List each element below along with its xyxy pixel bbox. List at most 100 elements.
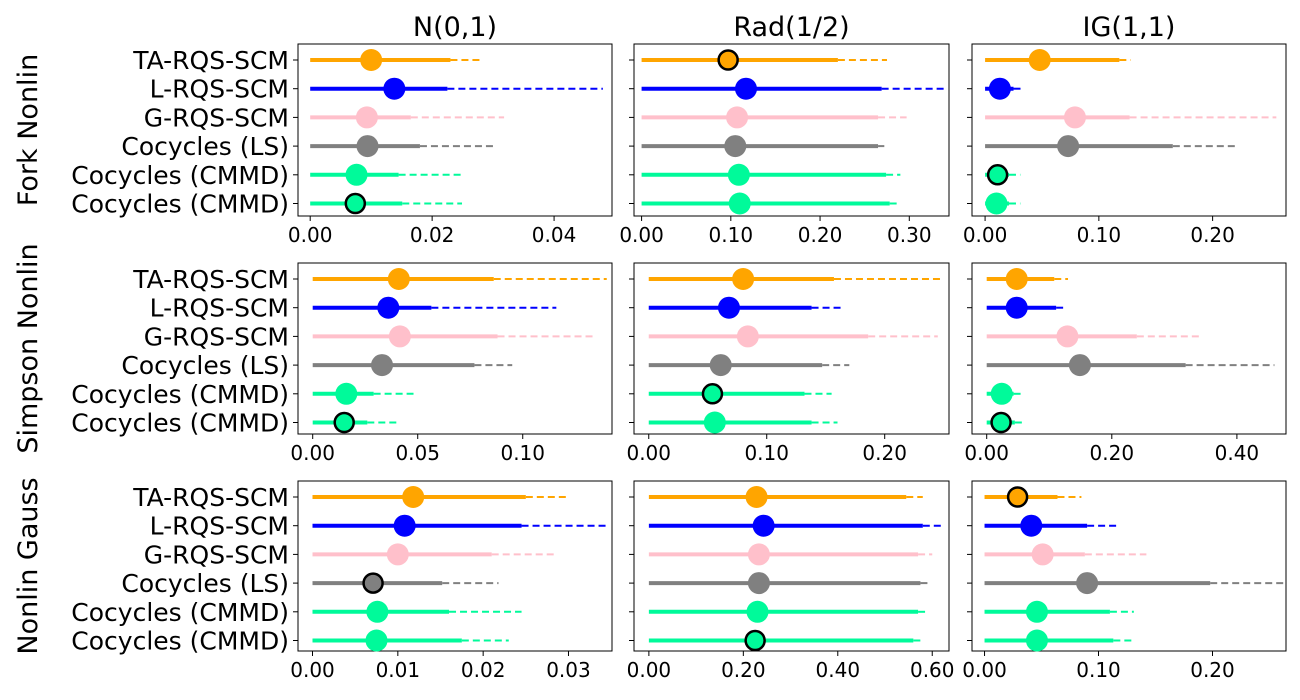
- point-estimate: [736, 325, 759, 348]
- method-label: Cocycles (LS): [121, 569, 289, 598]
- point-estimate-highlighted: [344, 192, 367, 215]
- point-estimate: [1057, 135, 1080, 158]
- point-estimate: [703, 411, 726, 434]
- point-estimate: [1031, 543, 1054, 566]
- point-estimate: [1005, 296, 1028, 319]
- method-label: G-RQS-SCM: [144, 103, 289, 132]
- x-tick-label: 0.00: [963, 223, 1008, 247]
- point-estimate: [734, 77, 757, 100]
- method-label: Cocycles (CMMD): [71, 598, 289, 627]
- row-label: Fork Nonlin: [13, 54, 44, 206]
- point-estimate: [335, 382, 358, 405]
- column-title: Rad(1/2): [733, 12, 849, 43]
- method-label: L-RQS-SCM: [150, 512, 289, 541]
- point-estimate: [402, 486, 425, 508]
- x-tick-label: 0.20: [798, 223, 843, 247]
- method-label: Cocycles (LS): [121, 132, 289, 161]
- point-estimate: [1076, 572, 1099, 595]
- point-estimate: [1068, 354, 1091, 377]
- x-tick-label: 0.03: [546, 658, 591, 682]
- point-estimate: [355, 106, 378, 129]
- point-estimate-highlighted: [362, 572, 384, 594]
- point-estimate: [985, 192, 1008, 215]
- method-label: Cocycles (LS): [121, 351, 289, 380]
- panel-frame: [633, 43, 950, 217]
- x-tick-label: 0.40: [816, 658, 861, 682]
- point-estimate-highlighted: [1006, 486, 1029, 508]
- point-estimate: [345, 163, 368, 186]
- point-estimate: [371, 354, 394, 377]
- row-label: Nonlin Gauss: [13, 477, 44, 654]
- panel-frame: [633, 480, 950, 652]
- point-estimate: [387, 268, 410, 290]
- point-estimate: [988, 77, 1011, 100]
- method-label: Cocycles (CMMD): [71, 409, 289, 438]
- x-tick-label: 0.05: [395, 441, 440, 465]
- method-label: TA-RQS-SCM: [132, 483, 289, 512]
- point-estimate: [1063, 106, 1086, 129]
- x-tick-label: 0.10: [1077, 223, 1122, 247]
- x-tick-label: 0.00: [626, 441, 671, 465]
- x-tick-label: 0.10: [1076, 658, 1121, 682]
- point-estimate: [745, 486, 768, 508]
- point-estimate: [1025, 629, 1048, 652]
- x-tick-label: 0.10: [500, 441, 545, 465]
- panel-frame: [297, 262, 613, 435]
- x-tick-label: 0.00: [962, 658, 1007, 682]
- point-estimate: [377, 296, 400, 319]
- x-tick-label: 0.40: [1215, 441, 1260, 465]
- point-estimate: [726, 106, 749, 129]
- x-tick-label: 0.10: [709, 223, 754, 247]
- panel-frame: [971, 480, 1287, 652]
- point-estimate: [732, 268, 755, 290]
- point-estimate-highlighted: [333, 411, 355, 434]
- point-estimate-highlighted: [717, 49, 739, 71]
- x-tick-label: 0.60: [910, 658, 955, 682]
- method-label: Cocycles (CMMD): [71, 161, 289, 190]
- x-tick-label: 0.00: [290, 441, 335, 465]
- panel-frame: [297, 480, 613, 652]
- x-tick-label: 0.02: [410, 223, 455, 247]
- x-tick-label: 0.30: [887, 223, 932, 247]
- point-estimate-highlighted: [990, 411, 1012, 434]
- point-estimate: [1028, 49, 1051, 71]
- method-label: Cocycles (CMMD): [71, 190, 289, 219]
- column-title: N(0,1): [413, 12, 497, 43]
- column-title: IG(1,1): [1083, 12, 1176, 43]
- point-estimate: [747, 572, 770, 595]
- x-tick-label: 0.00: [627, 658, 672, 682]
- x-tick-label: 0.04: [532, 223, 577, 247]
- panel-frame: [633, 262, 950, 435]
- point-estimate-highlighted: [986, 164, 1009, 186]
- point-estimate: [1005, 268, 1028, 290]
- method-label: TA-RQS-SCM: [132, 265, 289, 294]
- row-label: Simpson Nonlin: [13, 243, 44, 453]
- point-estimate: [365, 629, 388, 652]
- point-estimate: [383, 77, 406, 100]
- x-tick-label: 0.00: [964, 441, 1009, 465]
- method-label: TA-RQS-SCM: [132, 46, 289, 75]
- x-tick-label: 0.01: [376, 658, 421, 682]
- point-estimate: [1020, 514, 1043, 537]
- method-label: G-RQS-SCM: [144, 540, 289, 569]
- x-tick-label: 0.10: [744, 441, 789, 465]
- point-estimate: [717, 296, 740, 319]
- point-estimate: [1056, 325, 1079, 348]
- point-estimate: [1025, 600, 1048, 623]
- point-estimate-highlighted: [701, 383, 724, 405]
- panel-frame: [971, 262, 1287, 435]
- point-estimate-highlighted: [744, 629, 766, 652]
- point-estimate: [724, 135, 747, 158]
- x-tick-label: 0.00: [619, 223, 664, 247]
- point-estimate: [366, 600, 389, 623]
- x-tick-label: 0.00: [290, 658, 335, 682]
- point-estimate: [709, 354, 732, 377]
- x-tick-label: 0.20: [862, 441, 907, 465]
- x-tick-label: 0.20: [1090, 441, 1135, 465]
- method-label: Cocycles (CMMD): [71, 627, 289, 656]
- x-tick-label: 0.20: [1190, 658, 1235, 682]
- point-estimate: [728, 192, 751, 215]
- method-label: L-RQS-SCM: [150, 294, 289, 323]
- panel-frame: [297, 43, 613, 217]
